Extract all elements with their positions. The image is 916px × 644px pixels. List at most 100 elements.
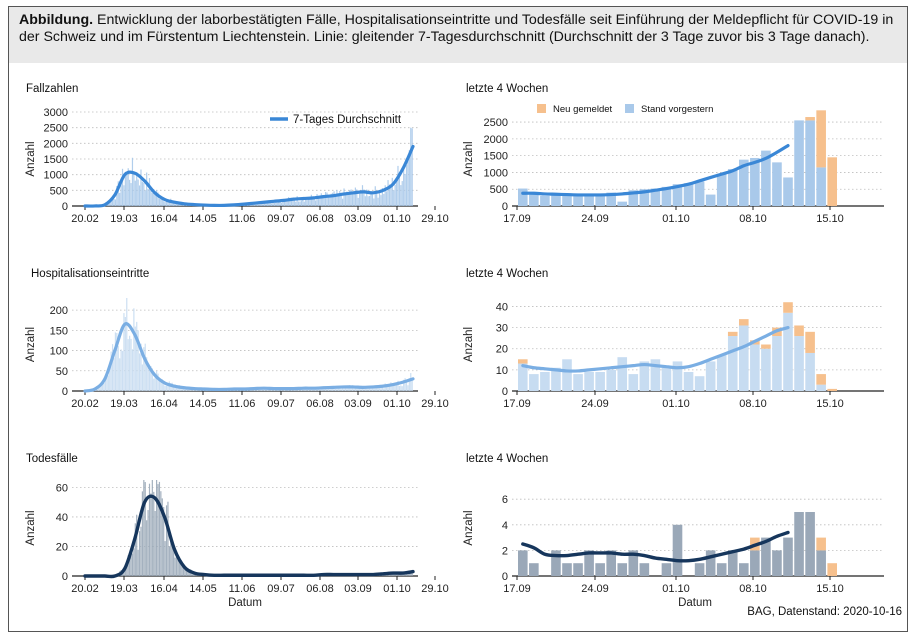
reported-bar: [727, 550, 738, 576]
daily-bar: [393, 573, 395, 576]
daily-bar: [110, 351, 112, 391]
new-bar: [783, 302, 793, 313]
daily-bar: [155, 370, 158, 391]
daily-bar: [300, 200, 303, 206]
y-tick-label: 0: [62, 386, 68, 398]
daily-bar: [273, 203, 276, 206]
y-axis-label: Anzahl: [25, 141, 37, 176]
daily-bar: [164, 385, 166, 391]
daily-bar: [363, 387, 365, 391]
daily-bar: [141, 181, 144, 206]
daily-bar: [177, 388, 179, 391]
x-axis-label: Datum: [678, 597, 712, 609]
daily-bar: [307, 198, 310, 206]
x-tick-label: 01.10: [383, 213, 411, 225]
reported-bar: [794, 512, 804, 576]
daily-bar: [170, 383, 172, 391]
daily-bar: [182, 567, 185, 576]
reported-bar: [794, 120, 804, 206]
x-tick-label: 15.10: [816, 213, 844, 225]
daily-bar: [123, 571, 125, 576]
daily-bar: [357, 197, 359, 206]
daily-bar: [184, 389, 186, 391]
smoothed-line: [521, 143, 790, 197]
x-tick-label: 20.02: [71, 213, 99, 225]
daily-bar: [349, 190, 351, 206]
title-cases: Fallzahlen: [26, 83, 79, 95]
y-tick-label: 2500: [484, 117, 508, 129]
y-tick-label: 30: [496, 323, 508, 335]
reported-bar: [783, 537, 793, 576]
daily-bar: [120, 184, 122, 206]
reported-bar: [551, 367, 561, 391]
daily-bar: [398, 172, 401, 206]
daily-bar: [146, 357, 148, 391]
daily-bar: [160, 491, 162, 576]
daily-bar: [278, 200, 280, 206]
daily-bar: [356, 387, 358, 391]
reported-bar: [650, 188, 661, 206]
daily-bar: [127, 168, 129, 206]
figure-caption: Abbildung. Entwicklung der laborbestätig…: [9, 7, 907, 63]
x-tick-label: 15.10: [816, 583, 844, 595]
daily-bar: [248, 204, 250, 206]
reported-bar: [739, 159, 749, 206]
daily-bar: [130, 183, 132, 206]
daily-bar: [353, 387, 355, 391]
reported-bar: [584, 371, 594, 391]
daily-bar: [332, 192, 334, 206]
daily-bar: [386, 384, 388, 391]
daily-bar: [161, 379, 163, 391]
reported-bar: [661, 367, 672, 391]
x-tick-label: 03.09: [344, 213, 372, 225]
y-tick-label: 1500: [44, 154, 68, 166]
daily-bar: [165, 385, 168, 391]
reported-bar: [661, 186, 672, 206]
daily-bar: [280, 389, 283, 391]
daily-bar: [126, 566, 128, 576]
daily-bar: [367, 196, 369, 206]
daily-bar: [100, 384, 102, 391]
y-tick-label: 60: [56, 482, 68, 494]
reported-bar: [562, 195, 572, 206]
x-tick-label: 17.09: [503, 213, 531, 225]
new-bar: [827, 388, 837, 391]
new-bar: [816, 374, 826, 385]
daily-bar: [150, 366, 152, 391]
reported-bar: [761, 348, 771, 391]
new-bar: [739, 319, 749, 326]
new-bar: [816, 537, 826, 551]
daily-bar: [175, 386, 178, 391]
daily-bar: [170, 535, 172, 576]
daily-bar: [386, 191, 388, 206]
daily-bar: [153, 378, 155, 391]
daily-bar: [180, 564, 182, 576]
daily-bar: [130, 338, 132, 391]
daily-bar: [140, 169, 142, 206]
daily-bar: [256, 204, 259, 206]
new-bar: [761, 344, 771, 349]
x-tick-label: 20.02: [71, 398, 99, 410]
daily-bar: [293, 199, 295, 206]
reported-bar: [628, 374, 639, 391]
reported-bar: [595, 563, 605, 576]
daily-bar: [143, 182, 145, 206]
y-axis-label: Anzahl: [25, 327, 37, 362]
daily-bar: [361, 387, 364, 391]
daily-bar: [161, 498, 163, 576]
daily-bar: [271, 203, 273, 206]
y-tick-label: 50: [56, 366, 68, 378]
reported-bar: [529, 374, 539, 391]
daily-bar: [317, 388, 320, 391]
new-bar: [805, 331, 815, 353]
daily-bar: [312, 197, 314, 206]
daily-bar: [400, 185, 402, 206]
daily-bar: [258, 203, 260, 206]
y-tick-label: 500: [50, 185, 68, 197]
daily-bar: [127, 339, 129, 391]
daily-bar: [99, 384, 101, 391]
reported-bar: [772, 336, 782, 391]
x-tick-label: 29.10: [421, 398, 449, 410]
daily-bar: [150, 187, 152, 206]
daily-bar: [148, 368, 151, 391]
